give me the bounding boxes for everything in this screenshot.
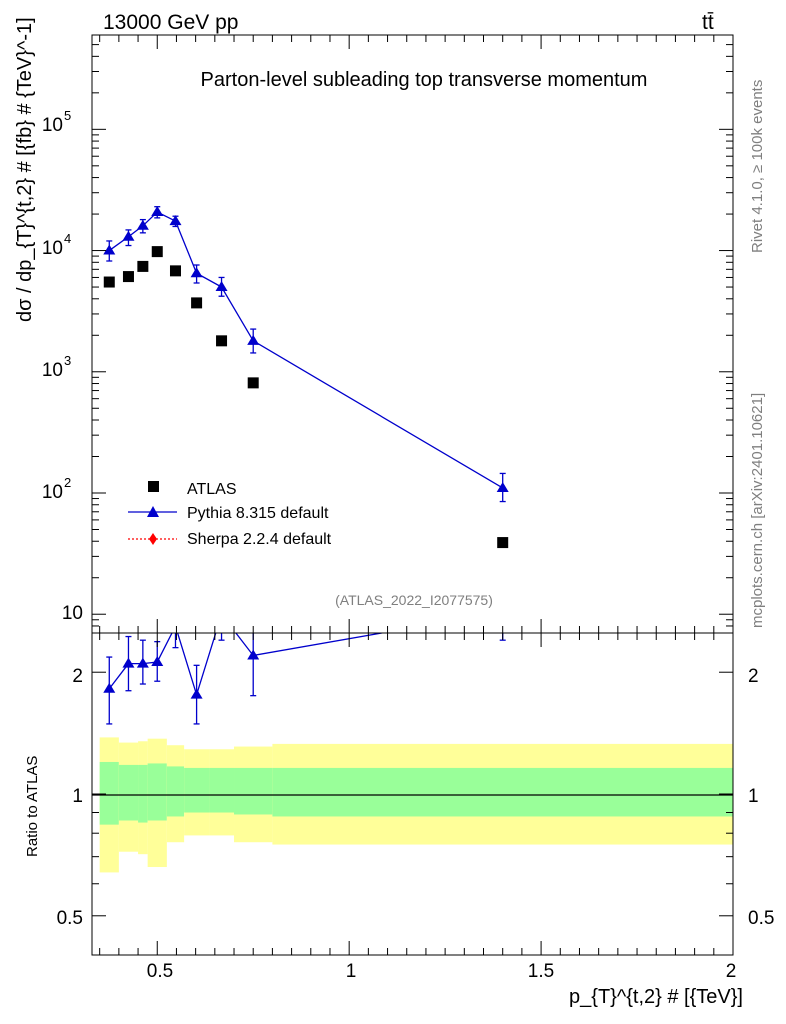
legend-marker-atlas [148, 481, 159, 492]
plot-title: Parton-level subleading top transverse m… [201, 69, 648, 91]
stat-uncertainty-band [147, 763, 167, 821]
y-axis-title: dσ / dp_{T}^{t,2} # [{fb} # {TeV}^-1] [14, 17, 36, 322]
stat-uncertainty-band [166, 766, 185, 817]
legend: ATLAS Pythia 8.315 default Sherpa 2.2.4 … [128, 481, 332, 548]
pythia-point [215, 281, 228, 292]
legend-label-sherpa: Sherpa 2.2.4 default [187, 531, 332, 548]
pythia-point [103, 244, 116, 255]
atlas-point [137, 260, 149, 272]
ratio-pythia-point [136, 657, 149, 668]
stat-uncertainty-band [184, 767, 210, 813]
pythia-point [151, 205, 164, 216]
legend-label-pythia: Pythia 8.315 default [187, 505, 329, 522]
ratio-tick-label-0.5: 0.5 [57, 908, 83, 929]
ratio-tick-label-right-1: 1 [748, 786, 759, 807]
x-tick-label-2: 2 [726, 961, 737, 982]
x-tick-label-1.5: 1.5 [528, 961, 554, 982]
svg-text:4: 4 [64, 231, 71, 246]
atlas-point [191, 297, 203, 309]
ratio-pythia-point [497, 606, 509, 616]
ratio-tick-label-1: 1 [72, 786, 83, 807]
legend-marker-pythia [147, 506, 159, 517]
x-tick-label-1: 1 [346, 961, 357, 982]
y-tick-label-1e5: 10 5 [42, 108, 71, 136]
x-tick-label-0.5: 0.5 [147, 961, 173, 982]
ratio-axis-title: Ratio to ATLAS [24, 756, 41, 857]
ratio-pythia-point [216, 608, 228, 618]
ratio-plot-marks [103, 606, 509, 725]
ratio-pythia-point [190, 688, 203, 699]
svg-text:10: 10 [42, 238, 63, 259]
atlas-point [247, 377, 259, 389]
ratio-pythia-point [122, 657, 135, 668]
uncertainty-bands [99, 737, 733, 873]
ratio-pythia-point [169, 620, 181, 630]
stat-uncertainty-band [209, 767, 235, 813]
stat-uncertainty-band [118, 764, 139, 821]
atlas-point [151, 246, 163, 258]
stat-uncertainty-band [99, 761, 119, 825]
y-tick-label-1e3: 10 3 [42, 353, 71, 381]
pythia-point [496, 481, 509, 492]
x-axis-title: p_{T}^{t,2} # [{TeV}] [569, 986, 743, 1008]
atlas-point [216, 335, 228, 347]
atlas-point [103, 276, 115, 288]
stat-uncertainty-band [234, 767, 273, 815]
svg-text:3: 3 [64, 353, 71, 368]
svg-text:2: 2 [64, 475, 71, 490]
y-tick-label-10: 10 [62, 603, 83, 624]
y-tick-label-1e2: 10 2 [42, 475, 71, 503]
pythia-line [108, 211, 504, 489]
stat-uncertainty-band [272, 767, 733, 817]
legend-marker-sherpa [149, 533, 157, 545]
pythia-point [247, 334, 260, 345]
pythia-point [190, 267, 203, 278]
y-tick-label-1e4: 10 4 [42, 231, 71, 259]
mcplots-label: mcplots.cern.ch [arXiv:2401.10621] [749, 393, 766, 628]
ratio-pythia-point [247, 649, 260, 660]
main-plot-marks [103, 205, 509, 549]
stat-uncertainty-band [138, 764, 148, 823]
svg-text:10: 10 [42, 482, 63, 503]
process-label: tt̄ [702, 11, 714, 34]
atlas-point [169, 265, 181, 277]
ratio-pythia-line [108, 633, 386, 697]
rivet-label: Rivet 4.1.0, ≥ 100k events [749, 80, 766, 253]
atlas-point [497, 537, 509, 549]
svg-text:5: 5 [64, 108, 71, 123]
pythia-point [169, 215, 182, 226]
atlas-point [122, 271, 134, 283]
ratio-tick-label-right-2: 2 [748, 666, 759, 687]
legend-label-atlas: ATLAS [187, 481, 237, 498]
pythia-point [136, 219, 149, 230]
ratio-tick-label-right-0.5: 0.5 [748, 908, 774, 929]
svg-text:10: 10 [42, 115, 63, 136]
energy-label: 13000 GeV pp [103, 11, 238, 34]
axis-ticks [92, 34, 734, 956]
ratio-pythia-point [151, 655, 164, 666]
analysis-watermark: (ATLAS_2022_I2077575) [335, 592, 493, 608]
ratio-tick-label-2: 2 [72, 666, 83, 687]
pythia-point [122, 230, 135, 241]
ratio-pythia-point [103, 682, 116, 693]
svg-text:10: 10 [42, 360, 63, 381]
